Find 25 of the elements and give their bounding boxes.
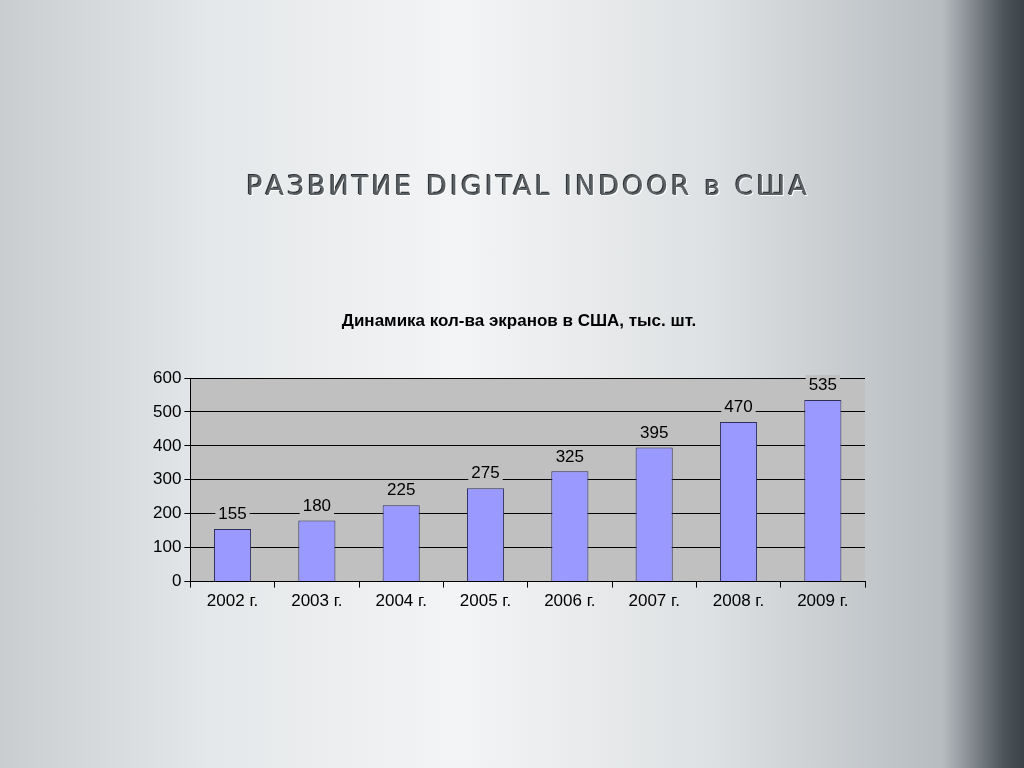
y-tick-label: 200	[152, 503, 182, 523]
data-label: 395	[639, 422, 669, 442]
y-tick-label: 300	[152, 469, 182, 489]
y-tick-label: 400	[152, 435, 182, 455]
y-tick-label: 500	[152, 401, 182, 421]
data-label: 180	[302, 495, 332, 515]
data-label: 535	[808, 375, 838, 395]
chart-subtitle: Динамика кол-ва экранов в США, тыс. шт.	[340, 311, 698, 331]
x-tick-label: 2009 г.	[797, 591, 849, 611]
x-tick-label: 2003 г.	[291, 591, 343, 611]
x-tick-label: 2005 г.	[459, 591, 512, 611]
x-tick-label: 2006 г.	[544, 591, 596, 611]
data-label: 155	[218, 504, 247, 524]
data-label: 325	[555, 446, 585, 466]
y-tick-label: 0	[171, 571, 182, 591]
data-label: 275	[471, 463, 500, 483]
y-tick-label: 600	[152, 367, 182, 387]
data-label: 470	[724, 397, 753, 417]
x-tick-label: 2004 г.	[375, 591, 427, 611]
x-tick-label: 2008 г.	[712, 591, 765, 611]
y-tick-label: 100	[152, 537, 182, 557]
chart-title: РАЗВИТИЕ DIGITAL INDOOR в США	[245, 170, 811, 201]
x-tick-label: 2007 г.	[628, 591, 680, 611]
x-tick-label: 2002 г.	[206, 591, 259, 611]
data-label: 225	[387, 480, 416, 500]
